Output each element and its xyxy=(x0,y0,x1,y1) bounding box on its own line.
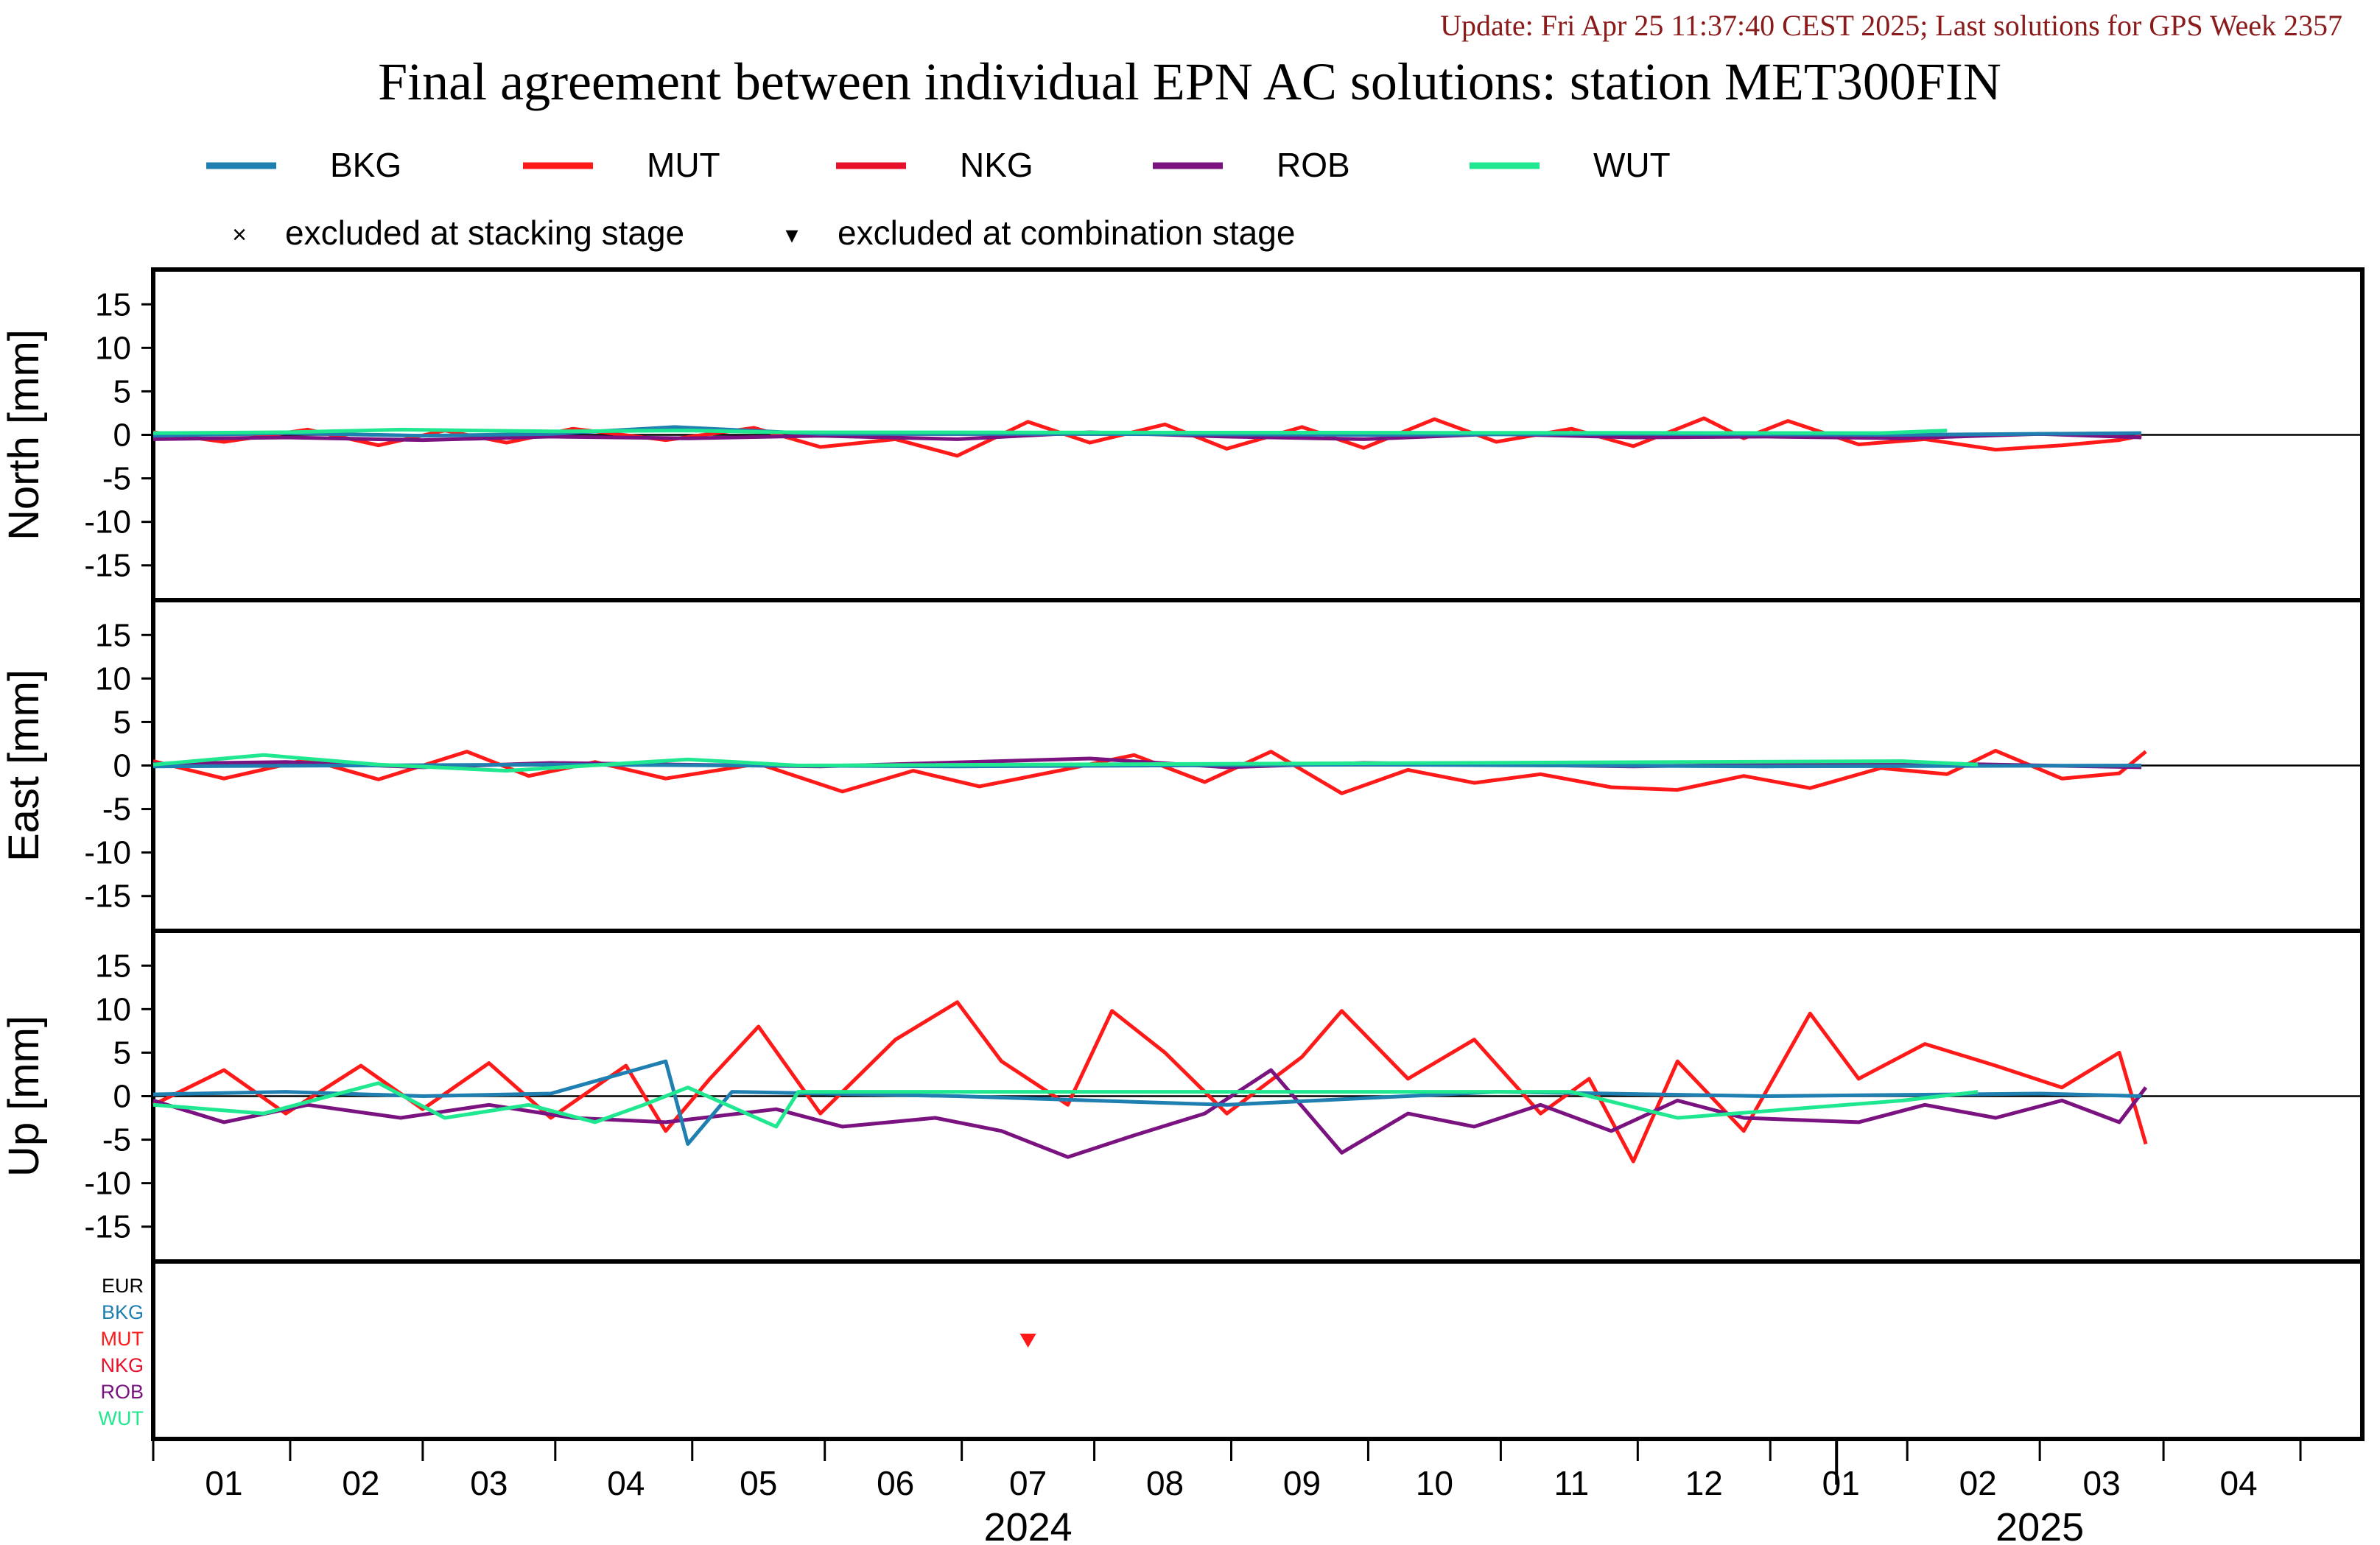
y-tick-label: -5 xyxy=(102,1122,131,1158)
exclusion-panel: EUR BKG MUT NKG ROB WUT xyxy=(99,1259,2365,1441)
x-axis: 01 02 03 04 05 06 07 08 09 10 11 12 01 02 03 04 2024 2025 xyxy=(152,1437,2362,1545)
y-axis-label: North [mm] xyxy=(0,329,48,541)
exclusion-row-label-bkg: BKG xyxy=(102,1301,144,1323)
legend-stacking-marker-symbol: × xyxy=(232,221,247,249)
series-line-wut xyxy=(152,753,1979,773)
x-month-label: 06 xyxy=(877,1464,914,1502)
exclusion-row-label-eur: EUR xyxy=(102,1275,144,1297)
y-tick-label: 5 xyxy=(113,1035,131,1071)
y-tick-label: 10 xyxy=(95,991,131,1027)
exclusion-row-label-wut: WUT xyxy=(99,1407,144,1429)
y-tick-label: 0 xyxy=(113,418,131,454)
series-line-bkg xyxy=(152,1059,2142,1146)
legend-label-nkg: NKG xyxy=(960,146,1033,184)
plot-panels: 15 10 5 0 -5 -10 -15 North [mm] 15 10 5 0 -5 -10 -15 Ea… xyxy=(0,267,2365,1264)
chart-title: Final agreement between individual EPN A… xyxy=(378,52,2001,111)
y-tick-label: 0 xyxy=(113,1079,131,1115)
y-tick-label: -5 xyxy=(102,792,131,828)
y-tick-label: 5 xyxy=(113,373,131,409)
series-line-mut xyxy=(152,416,2142,458)
x-month-label: 12 xyxy=(1685,1464,1723,1502)
y-tick-label: 0 xyxy=(113,748,131,784)
x-month-label: 11 xyxy=(1554,1464,1589,1502)
x-month-label: 04 xyxy=(607,1464,645,1502)
legend-label-mut: MUT xyxy=(647,146,720,184)
y-tick-label: 15 xyxy=(95,617,131,653)
x-month-label: 08 xyxy=(1146,1464,1184,1502)
y-tick-label: -10 xyxy=(84,835,131,871)
legend-label-wut: WUT xyxy=(1593,146,1671,184)
y-axis-label: East [mm] xyxy=(0,669,48,862)
y-tick-label: 15 xyxy=(95,286,131,323)
exclusion-row-label-nkg: NKG xyxy=(100,1354,144,1376)
y-axis-label: Up [mm] xyxy=(0,1016,48,1177)
legend-stacking-marker-label: excluded at stacking stage xyxy=(285,214,684,252)
legend-combination-marker-label: excluded at combination stage xyxy=(838,214,1295,252)
y-tick-label: 15 xyxy=(95,948,131,984)
exclusion-panel-frame xyxy=(151,1259,2365,1441)
x-month-label: 02 xyxy=(342,1464,379,1502)
legend-combination-marker-symbol: ▾ xyxy=(785,221,798,249)
y-tick-label: 5 xyxy=(113,704,131,740)
y-tick-label: -15 xyxy=(84,548,131,584)
y-tick-label: -5 xyxy=(102,461,131,497)
y-tick-label: -10 xyxy=(84,1166,131,1202)
update-timestamp: Update: Fri Apr 25 11:37:40 CEST 2025; L… xyxy=(1440,9,2342,42)
x-year-label: 2025 xyxy=(1995,1505,2084,1545)
legend: BKG MUT NKG ROB WUT × excluded at stacking sta… xyxy=(206,146,1671,252)
x-month-label: 03 xyxy=(470,1464,508,1502)
exclusion-row-label-rob: ROB xyxy=(100,1381,144,1403)
series-line-wut xyxy=(152,427,1948,435)
x-month-label: 10 xyxy=(1416,1464,1453,1502)
x-month-label: 04 xyxy=(2219,1464,2257,1502)
series-line-wut xyxy=(152,1081,1979,1129)
panel-east: 15 10 5 0 -5 -10 -15 East [mm] xyxy=(0,598,2365,933)
x-month-label: 02 xyxy=(1959,1464,1997,1502)
exclusion-marker-combination xyxy=(1019,1334,1036,1348)
x-month-label: 05 xyxy=(740,1464,777,1502)
series-line-mut xyxy=(152,1000,2148,1164)
y-tick-label: -15 xyxy=(84,879,131,915)
x-month-label: 03 xyxy=(2083,1464,2121,1502)
x-year-label: 2024 xyxy=(984,1505,1073,1545)
legend-label-rob: ROB xyxy=(1277,146,1350,184)
x-month-label: 09 xyxy=(1283,1464,1321,1502)
y-tick-label: -10 xyxy=(84,504,131,541)
x-month-label: 01 xyxy=(205,1464,242,1502)
x-month-label: 01 xyxy=(1822,1464,1860,1502)
panel-north: 15 10 5 0 -5 -10 -15 North [mm] xyxy=(0,267,2365,602)
y-tick-label: -15 xyxy=(84,1209,131,1245)
panel-up: 15 10 5 0 -5 -10 -15 Up [mm] xyxy=(0,929,2365,1264)
x-month-label: 07 xyxy=(1009,1464,1047,1502)
y-tick-label: 10 xyxy=(95,661,131,697)
exclusion-row-label-mut: MUT xyxy=(101,1328,144,1350)
y-tick-label: 10 xyxy=(95,330,131,366)
legend-label-bkg: BKG xyxy=(330,146,401,184)
